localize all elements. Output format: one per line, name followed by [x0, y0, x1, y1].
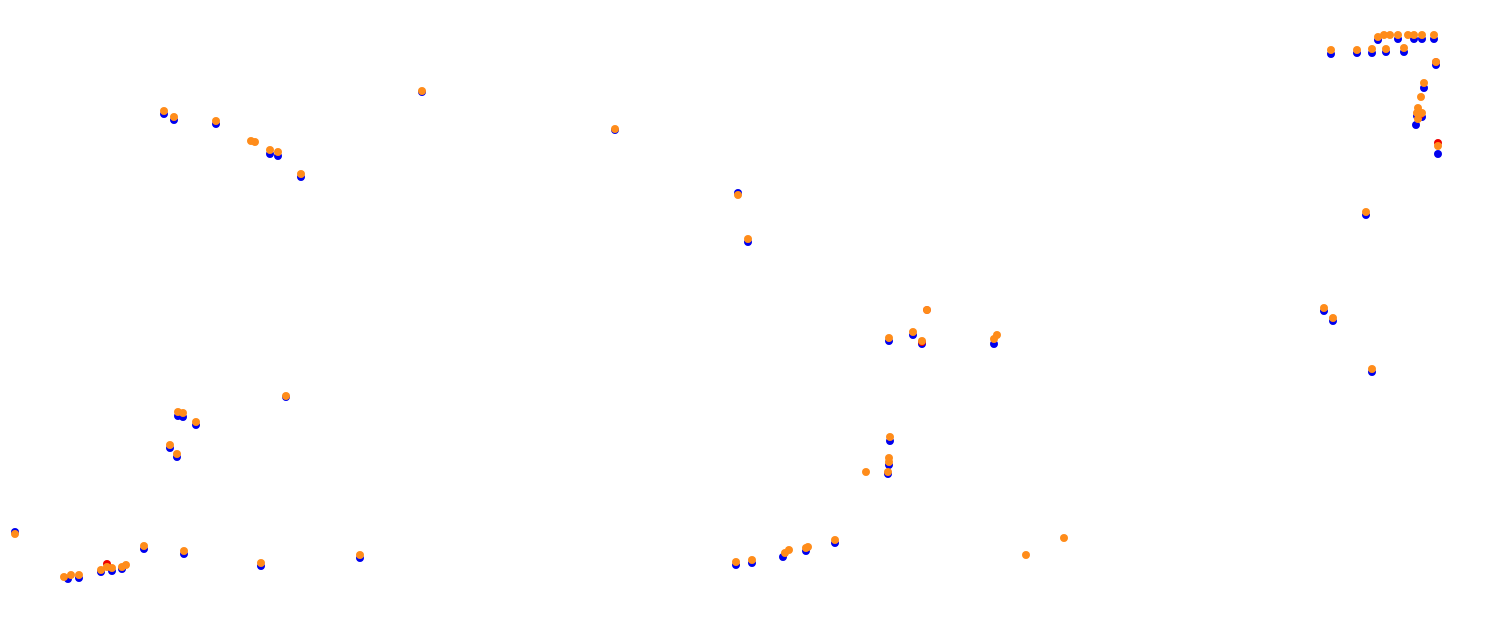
- point: [734, 191, 742, 199]
- point: [1368, 45, 1376, 53]
- point: [11, 530, 19, 538]
- point: [60, 573, 68, 581]
- point: [1022, 551, 1030, 559]
- point: [170, 113, 178, 121]
- point: [180, 547, 188, 555]
- point: [1327, 46, 1335, 54]
- point: [1432, 58, 1440, 66]
- point: [1060, 534, 1068, 542]
- point: [1420, 79, 1428, 87]
- point: [918, 337, 926, 345]
- point: [1394, 31, 1402, 39]
- point: [1430, 31, 1438, 39]
- point: [1410, 31, 1418, 39]
- point: [993, 331, 1001, 339]
- point: [297, 170, 305, 178]
- point: [1386, 31, 1394, 39]
- point: [884, 468, 892, 476]
- point: [1380, 31, 1388, 39]
- point: [885, 454, 893, 462]
- point: [1417, 93, 1425, 101]
- point: [785, 546, 793, 554]
- point: [266, 146, 274, 154]
- point: [1368, 365, 1376, 373]
- point: [886, 433, 894, 441]
- point: [418, 87, 426, 95]
- point: [885, 334, 893, 342]
- point: [282, 392, 290, 400]
- point: [1418, 31, 1426, 39]
- point: [1418, 109, 1426, 117]
- point: [97, 566, 105, 574]
- point: [122, 561, 130, 569]
- point: [108, 564, 116, 572]
- point: [160, 107, 168, 115]
- point: [1414, 115, 1422, 123]
- point: [1404, 31, 1412, 39]
- point: [744, 235, 752, 243]
- point: [173, 450, 181, 458]
- point: [356, 551, 364, 559]
- point: [140, 542, 148, 550]
- point: [1353, 46, 1361, 54]
- point: [67, 571, 75, 579]
- point: [179, 409, 187, 417]
- point: [748, 556, 756, 564]
- point: [1329, 314, 1337, 322]
- point: [75, 571, 83, 579]
- point: [1434, 150, 1442, 158]
- point: [1362, 208, 1370, 216]
- point: [611, 125, 619, 133]
- point: [274, 148, 282, 156]
- point: [732, 558, 740, 566]
- point: [1320, 304, 1328, 312]
- point: [192, 418, 200, 426]
- point: [831, 536, 839, 544]
- point: [212, 117, 220, 125]
- point: [909, 328, 917, 336]
- point: [257, 559, 265, 567]
- point: [804, 543, 812, 551]
- point: [1382, 45, 1390, 53]
- point: [1434, 142, 1442, 150]
- point: [1400, 44, 1408, 52]
- point: [923, 306, 931, 314]
- point: [862, 468, 870, 476]
- point: [166, 441, 174, 449]
- point: [251, 138, 259, 146]
